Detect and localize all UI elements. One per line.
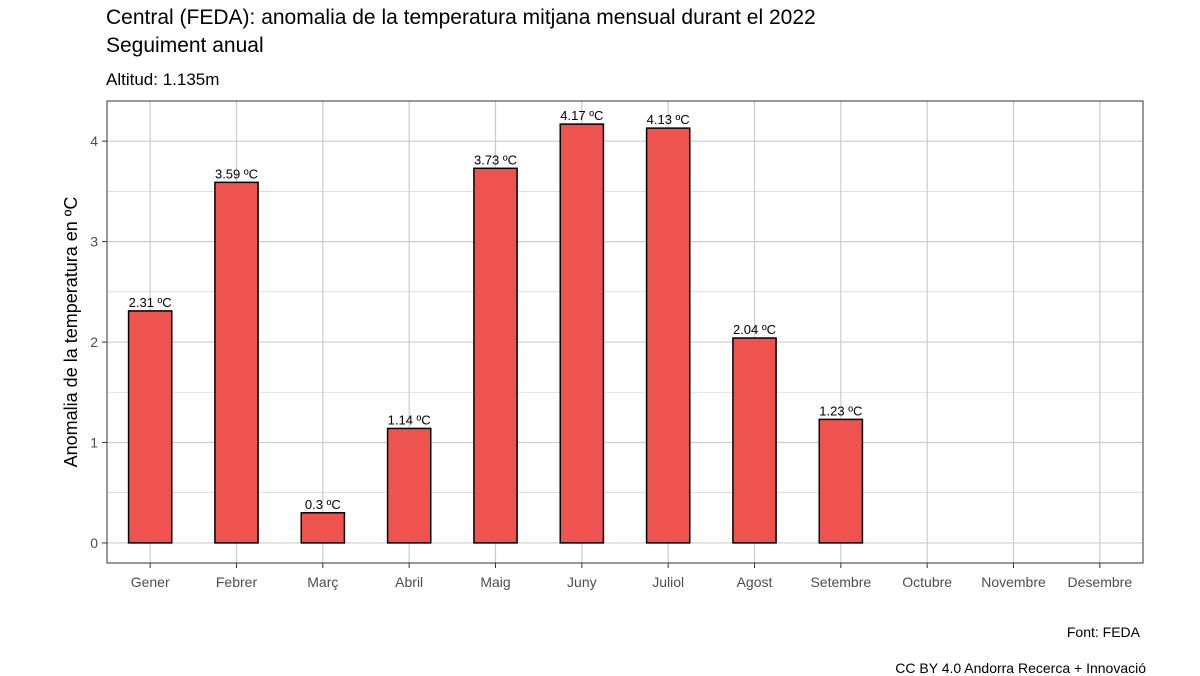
y-tick-label: 2 [90, 334, 98, 350]
y-axis-title: Anomalia de la temperatura en ºC [61, 197, 81, 468]
bar-abril [386, 427, 432, 544]
y-tick-label: 0 [90, 535, 98, 551]
caption-license: CC BY 4.0 Andorra Recerca + Innovació [895, 660, 1146, 676]
chart-title: Central (FEDA): anomalia de la temperatu… [106, 6, 816, 29]
data-label: 4.17 ºC [560, 108, 603, 123]
x-tick-label: Juny [567, 574, 597, 590]
x-tick-label: Maig [480, 574, 510, 590]
bar-març [300, 512, 346, 544]
bar-gener [127, 310, 173, 544]
data-label: 4.13 ºC [647, 112, 690, 127]
x-tick-label: Desembre [1068, 574, 1133, 590]
x-tick-label: Novembre [981, 574, 1046, 590]
x-axis-ticks: Gener Febrer Març Abril Maig Juny Juliol Agost S… [131, 563, 1133, 590]
chart-title-line2: Seguiment anual [106, 34, 264, 57]
bar-juliol [645, 127, 691, 544]
y-axis-ticks: 0 1 2 3 4 [90, 133, 107, 551]
x-tick-label: Octubre [902, 574, 952, 590]
plot-panel-border [106, 100, 1144, 564]
x-tick-label: Juliol [652, 574, 684, 590]
chart-subtitle: Altitud: 1.135m [106, 70, 220, 89]
x-tick-label: Febrer [216, 574, 258, 590]
data-label: 3.59 ºC [215, 166, 258, 181]
bar-agost [732, 337, 777, 544]
bar-juny [559, 123, 605, 544]
x-tick-label: Gener [131, 574, 170, 590]
bar-setembre [818, 418, 864, 544]
data-label: 2.31 ºC [129, 295, 172, 310]
y-tick-label: 1 [90, 434, 98, 450]
x-tick-label: Setembre [810, 574, 871, 590]
data-label: 1.23 ºC [819, 403, 862, 418]
caption-source: Font: FEDA [1066, 624, 1140, 640]
x-tick-label: Abril [395, 574, 423, 590]
x-tick-label: Agost [737, 574, 773, 590]
bar-maig [473, 167, 518, 544]
grid-lines [107, 101, 1143, 563]
y-tick-label: 4 [90, 133, 98, 149]
data-label: 1.14 ºC [388, 412, 431, 427]
data-labels: 2.31 ºC 3.59 ºC 0.3 ºC 1.14 ºC 3.73 ºC 4.17 º… [129, 108, 863, 512]
data-label: 3.73 ºC [474, 152, 517, 167]
y-tick-label: 3 [90, 234, 98, 250]
bar-febrer [214, 181, 259, 544]
bars [127, 123, 864, 544]
x-tick-label: Març [307, 574, 338, 590]
data-label: 2.04 ºC [733, 322, 776, 337]
data-label: 0.3 ºC [305, 497, 341, 512]
